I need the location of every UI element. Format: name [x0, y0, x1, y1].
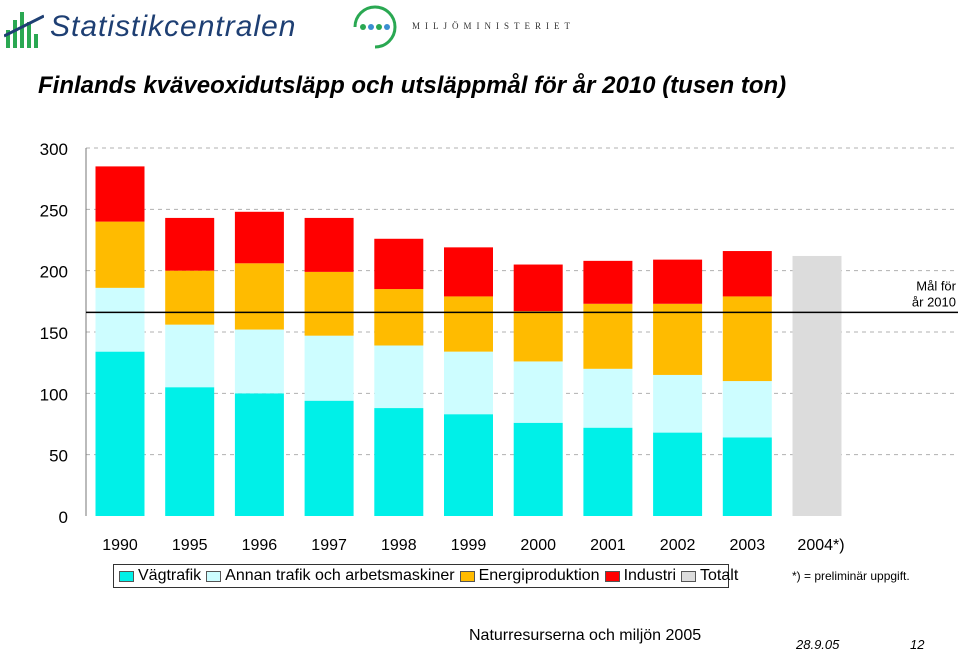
- legend-swatch: [604, 570, 620, 582]
- footnote: *) = preliminär uppgift.: [792, 569, 910, 583]
- bar-segment-energiproduktion: [95, 221, 145, 288]
- bar-segment-energiproduktion: [722, 296, 772, 382]
- x-tick-label: 2003: [730, 537, 766, 554]
- target-label-line1: Mål för: [916, 278, 956, 293]
- legend-item-energiproduktion: Energiproduktion: [459, 567, 600, 585]
- bar-segment-vagtrafik: [234, 393, 284, 516]
- statistikcentralen-logo-icon: [4, 12, 44, 48]
- y-tick-label: 250: [40, 201, 68, 220]
- y-tick-label: 0: [59, 508, 68, 527]
- bar-segment-annan-trafik: [513, 361, 563, 423]
- bar-segment-annan-trafik: [95, 287, 145, 352]
- legend-label: Vägtrafik: [138, 567, 202, 584]
- legend-swatch: [206, 570, 222, 582]
- bar-segment-energiproduktion: [444, 296, 493, 352]
- header: Statistikcentralen MILJÖMINISTERIET: [0, 0, 960, 60]
- bar-segment-annan-trafik: [165, 324, 215, 388]
- bar-segment-vagtrafik: [444, 414, 493, 516]
- bar-segment-energiproduktion: [165, 270, 215, 325]
- x-tick-label: 1997: [311, 537, 347, 554]
- bar-segment-industri: [583, 260, 633, 304]
- bar-segment-annan-trafik: [234, 329, 284, 394]
- x-tick-label: 2001: [590, 537, 626, 554]
- y-tick-label: 200: [40, 263, 68, 282]
- miljoministeriet-logo: MILJÖMINISTERIET: [412, 21, 575, 31]
- x-tick-label: 1990: [102, 537, 138, 554]
- bar-segment-energiproduktion: [513, 311, 563, 362]
- legend-label: Industri: [623, 567, 677, 584]
- bar-segment-vagtrafik: [304, 400, 354, 516]
- bar-segment-energiproduktion: [374, 289, 424, 346]
- bar-segment-industri: [444, 247, 493, 297]
- bar-segment-vagtrafik: [374, 408, 424, 516]
- bar-segment-energiproduktion: [234, 263, 284, 330]
- bar-segment-energiproduktion: [304, 271, 354, 336]
- bar-segment-industri: [95, 166, 145, 222]
- page-number: 12: [910, 637, 925, 652]
- bar-segment-annan-trafik: [444, 351, 493, 415]
- bar-segment-industri: [165, 217, 215, 271]
- y-tick-label: 100: [40, 385, 68, 404]
- x-tick-label: 2002: [660, 537, 696, 554]
- bar-segment-industri: [374, 238, 424, 290]
- bar-segment-industri: [653, 259, 703, 304]
- chart-title: Finlands kväveoxidutsläpp och utsläppmål…: [38, 72, 787, 99]
- bar-segment-vagtrafik: [165, 387, 215, 516]
- bar-segment-vagtrafik: [653, 432, 703, 516]
- footer-source: Naturresurserna och miljön 2005: [469, 627, 702, 644]
- bar-segment-annan-trafik: [583, 368, 633, 428]
- bar-segment-industri: [513, 264, 563, 312]
- bar-segment-annan-trafik: [374, 345, 424, 409]
- x-tick-label: 1999: [451, 537, 487, 554]
- legend-swatch: [681, 570, 697, 582]
- bar-segment-annan-trafik: [653, 374, 703, 433]
- legend-label: Annan trafik och arbetsmaskiner: [225, 567, 455, 584]
- bar-segment-industri: [304, 217, 354, 272]
- y-tick-label: 50: [49, 447, 68, 466]
- bar-segment-industri: [234, 211, 284, 264]
- legend-label: Energiproduktion: [478, 567, 600, 584]
- x-tick-label: 1995: [172, 537, 208, 554]
- x-tick-label: 1998: [381, 537, 417, 554]
- legend-item-vagtrafik: Vägtrafik: [119, 567, 201, 585]
- x-tick-label: 2004*): [797, 537, 844, 554]
- bar-segment-energiproduktion: [583, 303, 633, 369]
- y-tick-label: 300: [40, 140, 68, 159]
- legend-item-annan-trafik: Annan trafik och arbetsmaskiner: [206, 567, 455, 585]
- bar-segment-vagtrafik: [95, 351, 145, 516]
- bar-segment-vagtrafik: [722, 437, 772, 516]
- bar-segment-industri: [722, 251, 772, 297]
- bar-segment-vagtrafik: [583, 427, 633, 516]
- footer-date: 28.9.05: [796, 637, 840, 652]
- statistikcentralen-logo: Statistikcentralen: [50, 10, 297, 43]
- miljoministeriet-logo-icon: [353, 5, 397, 49]
- legend-item-industri: Industri: [604, 567, 677, 585]
- bar-segment-vagtrafik: [513, 422, 563, 516]
- legend-label: Totalt: [700, 567, 739, 584]
- legend-swatch: [459, 570, 475, 582]
- bar-segment-annan-trafik: [304, 335, 354, 401]
- bar-segment-annan-trafik: [722, 381, 772, 438]
- bar-segment-energiproduktion: [653, 303, 703, 375]
- y-tick-label: 150: [40, 324, 68, 343]
- x-tick-label: 1996: [242, 537, 278, 554]
- target-label-line2: år 2010: [912, 294, 956, 309]
- legend-swatch: [119, 570, 134, 582]
- legend-item-totalt: Totalt: [681, 567, 738, 585]
- legend: Vägtrafik Annan trafik och arbetsmaskine…: [113, 564, 738, 588]
- x-tick-label: 2000: [520, 537, 556, 554]
- bar-segment-totalt: [792, 255, 842, 517]
